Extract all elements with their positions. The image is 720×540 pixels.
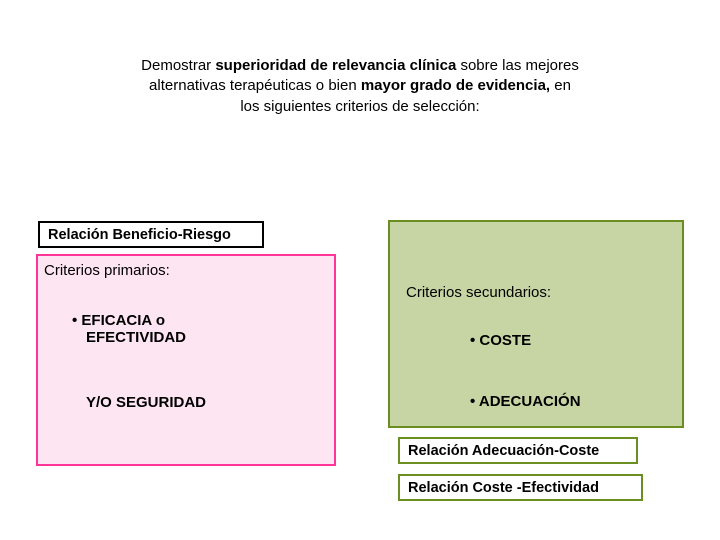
efficacy-bullet: • EFICACIA o EFECTIVIDAD	[72, 312, 186, 346]
header-line2-post: en	[550, 77, 571, 94]
header-line1-bold: superioridad de relevancia clínica	[215, 57, 456, 74]
efficacy-line1: • EFICACIA o	[72, 312, 165, 329]
adequacy-cost-text: Relación Adecuación-Coste	[408, 443, 599, 459]
primary-criteria-label: Criterios primarios:	[44, 262, 170, 279]
cost-effectiveness-box: Relación Coste -Efectividad	[398, 474, 643, 501]
secondary-criteria-label: Criterios secundarios:	[406, 284, 551, 301]
header-line1-post: sobre las mejores	[456, 57, 579, 74]
primary-criteria-panel	[36, 254, 336, 466]
header-paragraph: Demostrar superioridad de relevancia clí…	[55, 56, 665, 117]
cost-bullet: • COSTE	[470, 332, 531, 349]
header-line1-pre: Demostrar	[141, 57, 215, 74]
cost-effectiveness-text: Relación Coste -Efectividad	[408, 480, 599, 496]
safety-bullet: Y/O SEGURIDAD	[86, 394, 206, 411]
efficacy-line2: EFECTIVIDAD	[72, 329, 186, 346]
header-line2-pre: alternativas terapéuticas o bien	[149, 77, 361, 94]
header-line3: los siguientes criterios de selección:	[240, 98, 479, 115]
header-line2-bold: mayor grado de evidencia,	[361, 77, 550, 94]
benefit-risk-title-box: Relación Beneficio-Riesgo	[38, 221, 264, 248]
adequacy-bullet: • ADECUACIÓN	[470, 393, 581, 410]
adequacy-cost-box: Relación Adecuación-Coste	[398, 437, 638, 464]
benefit-risk-title-text: Relación Beneficio-Riesgo	[48, 227, 231, 243]
